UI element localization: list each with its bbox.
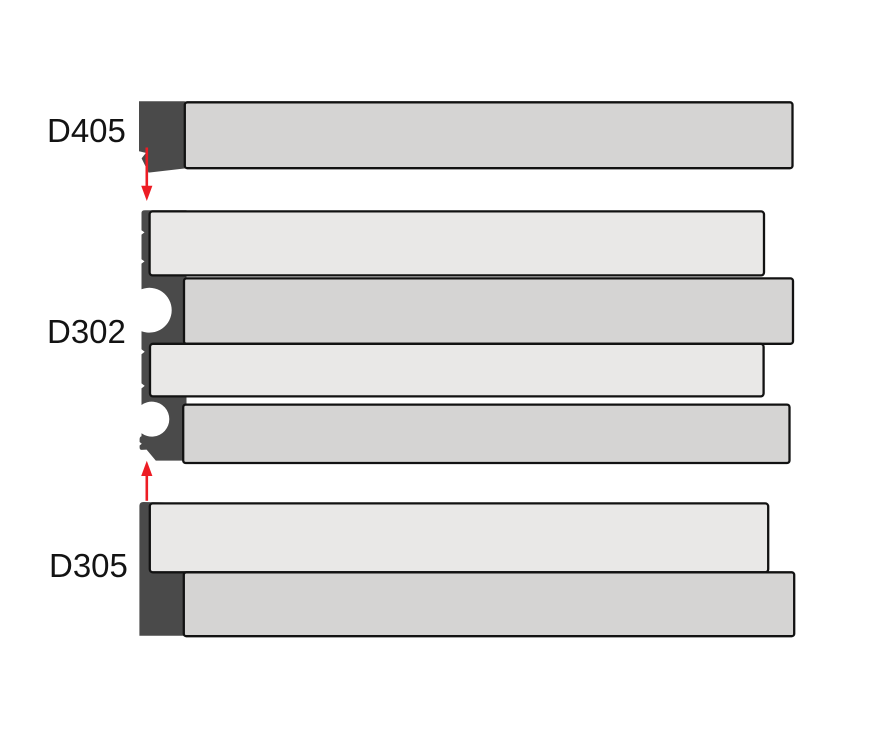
d305-board-2 [182,571,796,638]
d305-board-1 [148,502,770,574]
d302-board-3 [148,342,765,398]
down-arrow [141,147,153,201]
d305-label: D305 [49,547,128,584]
d405-board [183,101,794,170]
d302-board-1 [148,210,766,277]
d302-board-2 [182,277,795,345]
d302-board-4 [182,403,791,465]
d305-assembly: D305 [49,502,796,638]
down-arrow-head [141,185,153,201]
d302-assembly: D302 [47,210,795,465]
d405-profile-cross-section [139,101,187,173]
d405-assembly: D405 [47,101,794,173]
up-arrow-head [141,460,153,476]
d405-label: D405 [47,112,126,149]
d302-label: D302 [47,313,126,350]
up-arrow [141,460,153,501]
